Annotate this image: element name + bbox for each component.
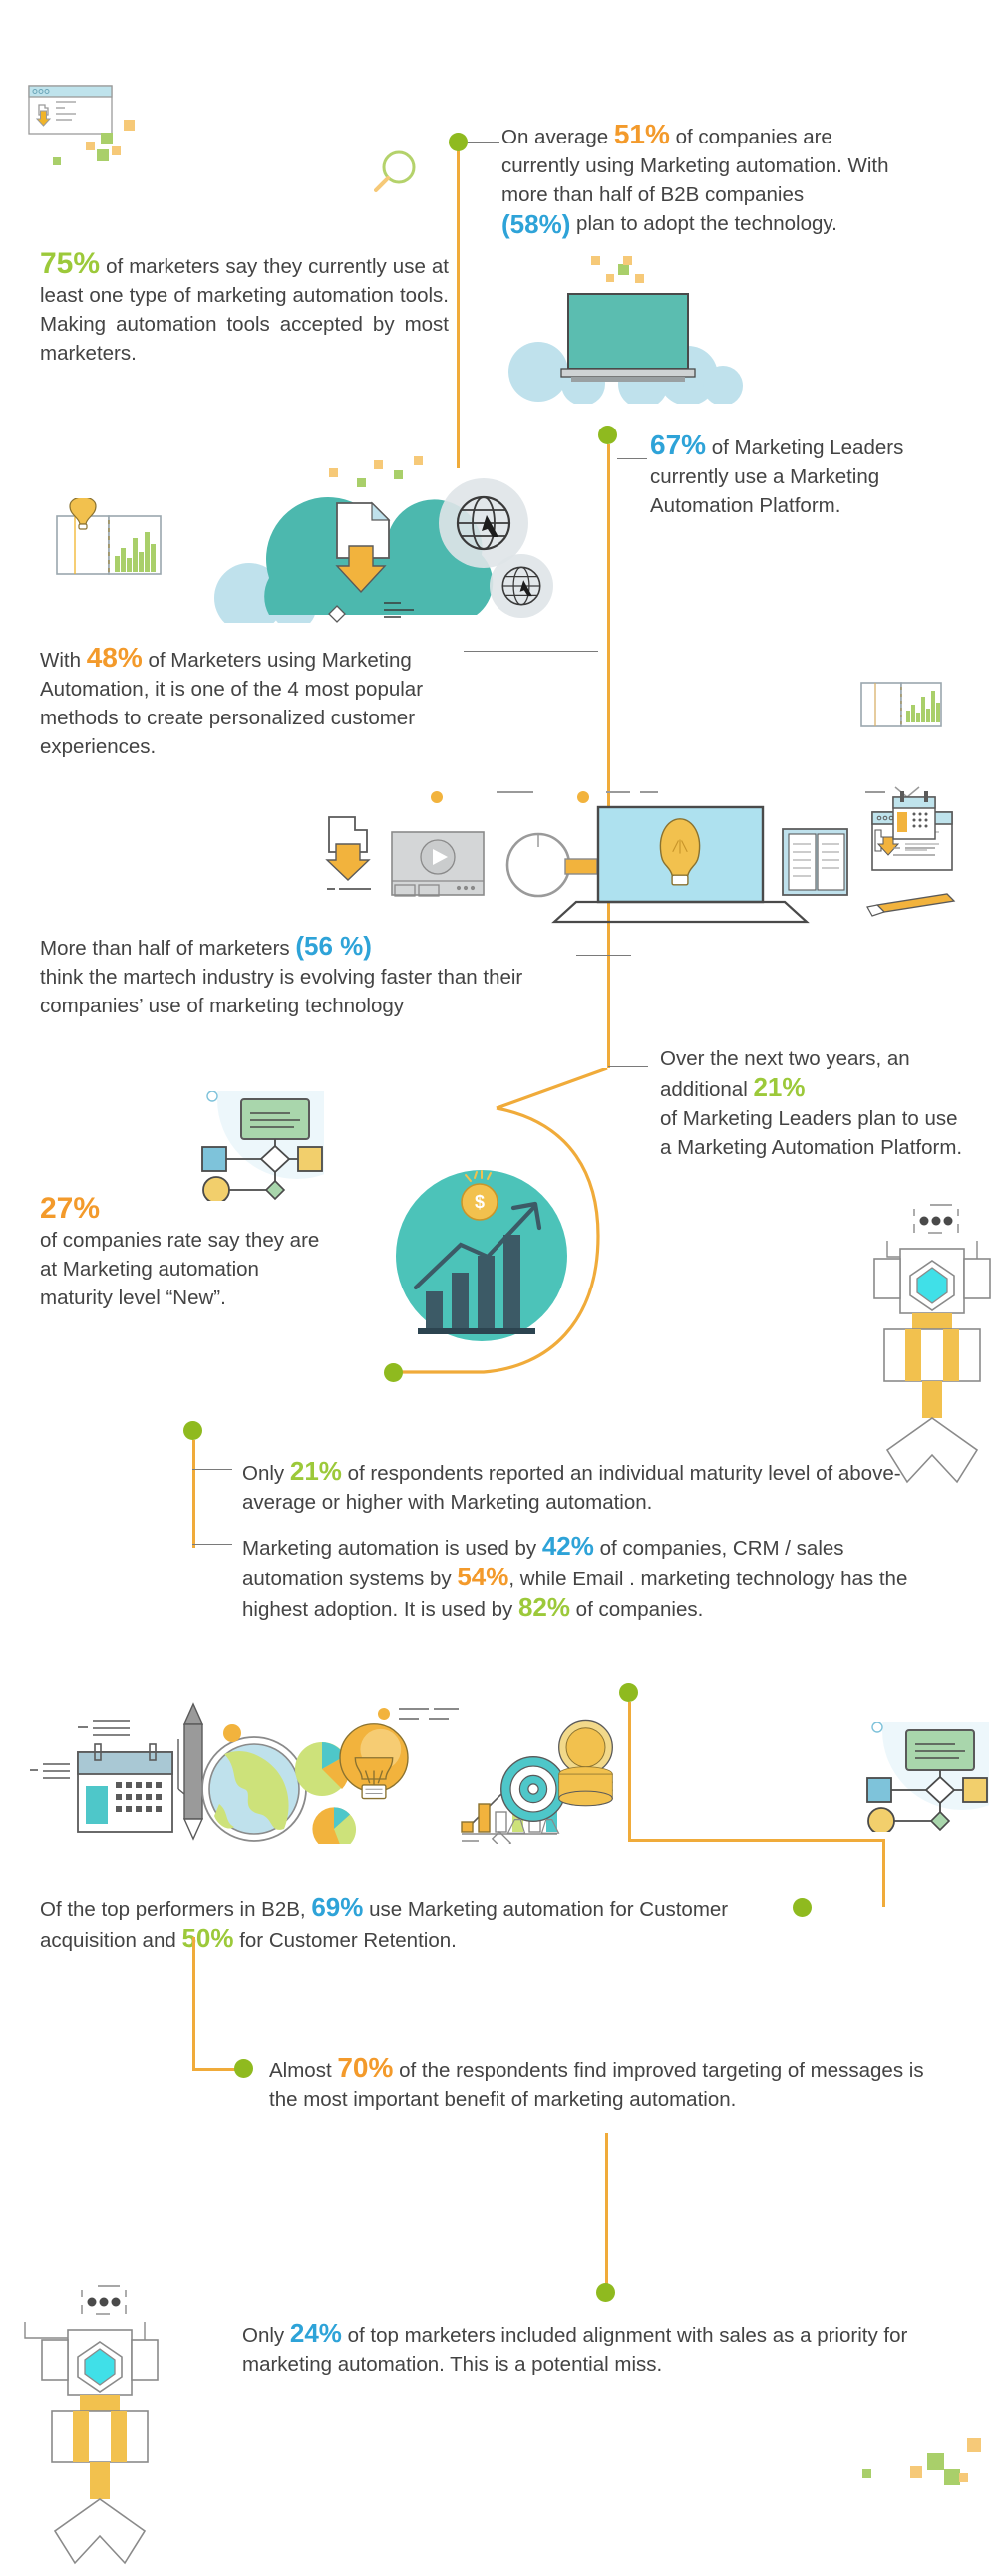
svg-text:$: $: [475, 1192, 485, 1212]
